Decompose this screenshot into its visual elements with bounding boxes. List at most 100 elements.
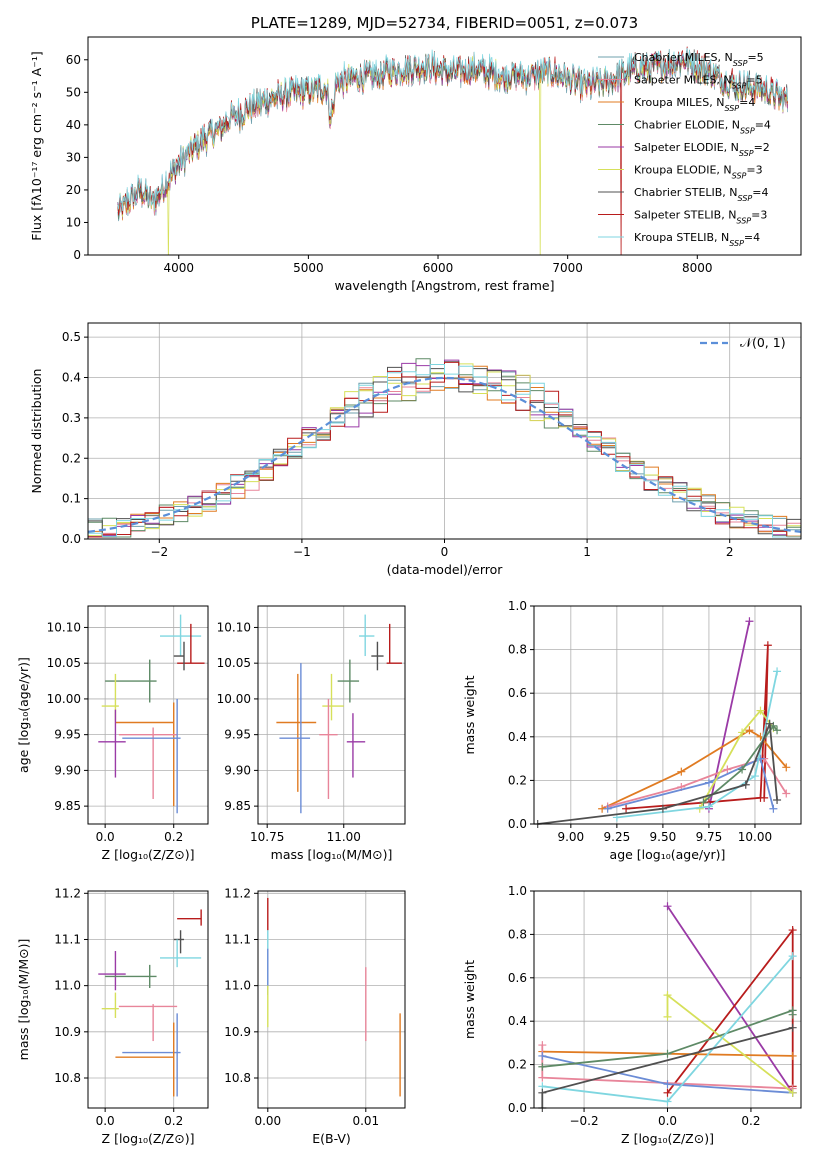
y-tick-label: 11.2 — [54, 886, 81, 900]
y-tick-label: 9.85 — [54, 799, 81, 813]
point-marker — [677, 767, 686, 776]
weight-line — [601, 729, 787, 810]
x-tick-label: 10.75 — [250, 830, 284, 844]
point-marker — [603, 804, 612, 813]
point-marker — [773, 796, 782, 805]
plot-frame — [533, 605, 802, 825]
y-tick-label: 10.10 — [47, 620, 81, 634]
plot-frame — [87, 890, 209, 1109]
histogram-step — [88, 364, 801, 538]
legend-entry: 𝒩(0, 1) — [740, 335, 786, 350]
y-tick-label: 10.05 — [47, 656, 81, 670]
y-tick-label: 10.00 — [217, 692, 251, 706]
y-tick-label: 0.2 — [62, 451, 81, 465]
y-tick-label: 9.90 — [54, 763, 81, 777]
x-tick-label: 0.0 — [96, 1114, 115, 1128]
point-marker — [663, 991, 672, 1000]
y-tick-label: 0.2 — [508, 773, 527, 787]
y-axis-label: mass weight — [462, 675, 477, 754]
x-tick-label: 6000 — [423, 261, 454, 275]
y-tick-label: 0 — [73, 248, 81, 262]
y-tick-label: 0.4 — [508, 1014, 527, 1028]
x-tick-label: 0.0 — [96, 830, 115, 844]
x-tick-label: −1 — [293, 545, 311, 559]
y-tick-label: 10.9 — [224, 1025, 251, 1039]
point-marker — [738, 765, 747, 774]
x-tick-label: 5000 — [293, 261, 324, 275]
chart-title: PLATE=1289, MJD=52734, FIBERID=0051, z=0… — [251, 14, 638, 32]
point-marker — [769, 804, 778, 813]
x-axis-label: age [log₁₀(age/yr)] — [610, 847, 726, 862]
point-marker — [788, 926, 797, 935]
x-axis-label: E(B-V) — [312, 1131, 351, 1146]
normal-curve — [87, 376, 802, 533]
x-tick-label: 7000 — [552, 261, 583, 275]
legend-entry: Salpeter MILES, NSSP=5 — [634, 74, 763, 91]
point-marker — [765, 719, 774, 728]
legend-entry: Chabrier STELIB, NSSP=4 — [634, 186, 768, 203]
y-tick-label: 0.4 — [508, 730, 527, 744]
y-tick-label: 11.2 — [224, 886, 251, 900]
point-marker — [782, 763, 791, 772]
y-axis-label: age [log₁₀(age/yr)] — [16, 657, 31, 773]
y-tick-label: 11.0 — [54, 979, 81, 993]
point-marker — [658, 804, 667, 813]
point-marker — [663, 1012, 672, 1021]
y-tick-label: 0.1 — [62, 492, 81, 506]
x-axis-label: Z [log₁₀(Z/Z⊙)] — [102, 847, 195, 862]
x-axis-label: Z [log₁₀(Z/Z⊙)] — [621, 1131, 714, 1146]
point-marker — [663, 1049, 672, 1058]
y-tick-label: 11.1 — [54, 932, 81, 946]
plot-frame — [533, 890, 802, 1109]
grid-6 — [258, 891, 405, 1108]
point-marker — [538, 1073, 547, 1082]
y-tick-label: 0.0 — [62, 532, 81, 546]
x-tick-label: 0.2 — [164, 1114, 183, 1128]
point-marker — [622, 804, 631, 813]
point-marker — [538, 1041, 547, 1050]
y-tick-label: 20 — [66, 183, 81, 197]
point-marker — [782, 789, 791, 798]
y-tick-label: 0.6 — [508, 971, 527, 985]
y-tick-label: 0.3 — [62, 411, 81, 425]
weight-line — [607, 757, 775, 810]
weight-line — [537, 723, 778, 825]
point-marker — [750, 772, 759, 781]
x-tick-label: 9.75 — [696, 830, 723, 844]
y-tick-label: 10.00 — [47, 692, 81, 706]
point-marker — [723, 765, 732, 774]
x-tick-label: 4000 — [163, 261, 194, 275]
plot-frame — [257, 605, 406, 825]
y-tick-label: 9.95 — [224, 728, 251, 742]
point-marker — [756, 706, 765, 715]
spectrum-line — [117, 48, 788, 212]
y-tick-label: 10.9 — [54, 1025, 81, 1039]
weight-line — [666, 927, 794, 1094]
point-marker — [773, 667, 782, 676]
point-marker — [773, 726, 782, 735]
plot-frame — [257, 890, 406, 1109]
y-tick-label: 0.6 — [508, 686, 527, 700]
y-tick-label: 10.05 — [217, 656, 251, 670]
y-tick-label: 0.8 — [508, 927, 527, 941]
point-marker — [738, 728, 747, 737]
x-tick-label: 1 — [583, 545, 591, 559]
plot-frame — [87, 322, 802, 540]
x-tick-label: 8000 — [682, 261, 713, 275]
x-tick-label: 0.01 — [352, 1114, 379, 1128]
y-tick-label: 9.90 — [224, 763, 251, 777]
weight-line — [666, 905, 794, 1094]
y-tick-label: 0.5 — [62, 330, 81, 344]
x-tick-label: 0.2 — [164, 830, 183, 844]
x-tick-label: 9.00 — [557, 830, 584, 844]
y-axis-label: Normed distribution — [29, 369, 44, 494]
point-marker — [763, 641, 772, 650]
legend-entry: Chabrier ELODIE, NSSP=4 — [634, 119, 771, 136]
legend-entry: Chabrier MILES, NSSP=5 — [634, 51, 764, 68]
grid-2 — [88, 606, 208, 824]
x-axis-label: mass [log₁₀(M/M⊙)] — [271, 847, 393, 862]
weight-line — [702, 724, 778, 803]
y-tick-label: 11.1 — [224, 932, 251, 946]
y-tick-label: 0.8 — [508, 643, 527, 657]
